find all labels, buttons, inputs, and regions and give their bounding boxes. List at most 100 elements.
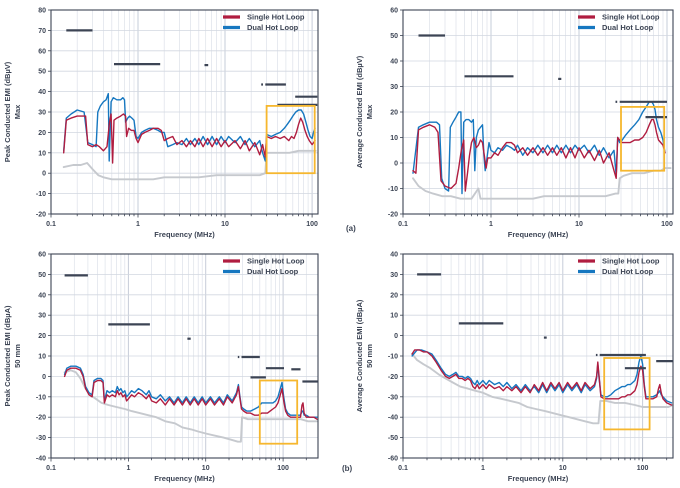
series-dual-hot-loop bbox=[63, 365, 318, 418]
figure-label-a: (a) bbox=[346, 224, 356, 233]
highlight-box bbox=[620, 106, 666, 172]
figure-label-b: (b) bbox=[342, 464, 353, 473]
y-tick-label: 50 bbox=[38, 272, 46, 279]
chart-average-conducted-emi-dbuv: 0.1 1 10 100 -20 -10 0 10 20 30 40 50 60 Frequency (M… bbox=[340, 0, 680, 244]
x-tick-label: 10 bbox=[202, 465, 210, 472]
highlight-box bbox=[265, 105, 316, 175]
series-dual-hot-loop bbox=[412, 101, 666, 195]
x-tick-label: 10 bbox=[575, 221, 583, 228]
y-tick-label: 0 bbox=[42, 374, 46, 381]
series-dual-hot-loop bbox=[411, 349, 673, 404]
y-tick-label: 20 bbox=[390, 292, 398, 299]
y-axis-sublabel: Max bbox=[13, 104, 22, 119]
x-tick-label: 10 bbox=[559, 465, 567, 472]
highlight-box bbox=[603, 357, 651, 431]
legend-label: Single Hot Loop bbox=[247, 13, 305, 22]
x-tick-label: 0.1 bbox=[398, 221, 408, 228]
x-axis-label: Frequency (MHz) bbox=[154, 474, 215, 483]
legend-label: Dual Hot Loop bbox=[602, 267, 654, 276]
y-axis-label: Average Conducted EMI (dBµV) bbox=[355, 55, 364, 168]
chart-peak-conducted-emi-dbua: 0.1 1 10 100 -40 -30 -20 -10 0 10 20 30 40 50 60 Freque… bbox=[0, 244, 340, 488]
x-tick-label: 0.1 bbox=[46, 465, 56, 472]
y-tick-label: 0 bbox=[42, 171, 46, 178]
x-tick-label: 100 bbox=[637, 465, 649, 472]
x-axis-label: Frequency (MHz) bbox=[154, 230, 215, 239]
y-tick-label: 40 bbox=[38, 292, 46, 299]
y-tick-label: 20 bbox=[38, 333, 46, 340]
legend-label: Single Hot Loop bbox=[602, 13, 660, 22]
y-tick-label: 10 bbox=[38, 354, 46, 361]
y-tick-label: -20 bbox=[36, 212, 46, 219]
y-tick-label: 40 bbox=[38, 89, 46, 96]
chart-svg-bottom-right: 0.1 1 10 100 -60 -50 -40 -30 -20 -10 0 10 20 30 40 Freq… bbox=[355, 252, 674, 483]
y-tick-label: -30 bbox=[388, 394, 398, 401]
y-tick-label: 0 bbox=[394, 333, 398, 340]
x-tick-label: 100 bbox=[661, 221, 673, 228]
series-noise-floor bbox=[412, 167, 672, 200]
y-tick-label: -10 bbox=[388, 186, 398, 193]
y-tick-label: 10 bbox=[390, 313, 398, 320]
y-tick-label: 10 bbox=[390, 135, 398, 142]
y-tick-label: 30 bbox=[38, 313, 46, 320]
x-tick-label: 1 bbox=[136, 221, 140, 228]
y-tick-label: 20 bbox=[38, 130, 46, 137]
y-tick-label: -40 bbox=[388, 415, 398, 422]
series-noise-floor bbox=[411, 353, 674, 425]
legend-label: Single Hot Loop bbox=[602, 257, 660, 266]
chart-svg-top-right: 0.1 1 10 100 -20 -10 0 10 20 30 40 50 60 Frequency (M… bbox=[355, 8, 674, 239]
y-tick-label: 40 bbox=[390, 59, 398, 66]
y-axis-sublabel: 50 mm bbox=[13, 344, 22, 368]
y-tick-label: 20 bbox=[390, 110, 398, 117]
y-tick-label: -20 bbox=[36, 415, 46, 422]
x-tick-label: 1 bbox=[481, 465, 485, 472]
y-tick-label: 0 bbox=[394, 161, 398, 168]
y-tick-label: 60 bbox=[390, 8, 398, 15]
y-axis-label: Peak Conducted EMI (dBµA) bbox=[3, 305, 12, 406]
highlight-box bbox=[258, 379, 299, 445]
legend-label: Dual Hot Loop bbox=[247, 23, 299, 32]
y-axis-sublabel: Max bbox=[365, 104, 374, 119]
series-single-hot-loop bbox=[63, 113, 316, 164]
y-tick-label: -10 bbox=[36, 191, 46, 198]
x-tick-label: 0.1 bbox=[398, 465, 408, 472]
y-axis-label: Average Conducted EMI (dBµA) bbox=[355, 299, 364, 412]
x-axis-label: Frequency (MHz) bbox=[508, 474, 569, 483]
x-tick-label: 1 bbox=[126, 465, 130, 472]
y-tick-label: -10 bbox=[36, 394, 46, 401]
series-noise-floor bbox=[63, 369, 318, 443]
y-axis-sublabel: 50 mm bbox=[365, 344, 374, 368]
y-tick-label: 40 bbox=[390, 252, 398, 259]
legend-label: Single Hot Loop bbox=[247, 257, 305, 266]
y-tick-label: -40 bbox=[36, 456, 46, 463]
y-tick-label: 30 bbox=[390, 272, 398, 279]
series-noise-floor bbox=[62, 149, 317, 181]
x-tick-label: 100 bbox=[306, 221, 318, 228]
y-tick-label: 60 bbox=[38, 252, 46, 259]
legend-label: Dual Hot Loop bbox=[602, 23, 654, 32]
y-axis-label: Peak Conducted EMI (dBµV) bbox=[3, 61, 12, 162]
x-tick-label: 1 bbox=[489, 221, 493, 228]
y-tick-label: 10 bbox=[38, 150, 46, 157]
y-tick-label: -20 bbox=[388, 212, 398, 219]
series-single-hot-loop bbox=[411, 349, 673, 406]
y-tick-label: -50 bbox=[388, 435, 398, 442]
chart-average-conducted-emi-dbua: 0.1 1 10 100 -60 -50 -40 -30 -20 -10 0 10 20 30 40 Freq… bbox=[340, 244, 680, 488]
legend-label: Dual Hot Loop bbox=[247, 267, 299, 276]
x-axis-label: Frequency (MHz) bbox=[508, 230, 569, 239]
y-tick-label: -60 bbox=[388, 456, 398, 463]
x-tick-label: 0.1 bbox=[46, 221, 56, 228]
chart-peak-conducted-emi-dbuv: 0.1 1 10 100 -20 -10 0 10 20 30 40 50 60 70 80 Frequenc… bbox=[0, 0, 340, 244]
chart-svg-bottom-left: 0.1 1 10 100 -40 -30 -20 -10 0 10 20 30 40 50 60 Freque… bbox=[3, 252, 319, 483]
y-tick-label: 80 bbox=[38, 8, 46, 15]
series-single-hot-loop bbox=[63, 367, 318, 420]
y-tick-label: 60 bbox=[38, 48, 46, 55]
y-tick-label: 50 bbox=[38, 69, 46, 76]
x-tick-label: 100 bbox=[277, 465, 289, 472]
y-tick-label: 30 bbox=[390, 84, 398, 91]
series-dual-hot-loop bbox=[63, 92, 316, 162]
series-single-hot-loop bbox=[412, 118, 666, 192]
y-tick-label: 50 bbox=[390, 33, 398, 40]
y-tick-label: -20 bbox=[388, 374, 398, 381]
x-tick-label: 10 bbox=[221, 221, 229, 228]
